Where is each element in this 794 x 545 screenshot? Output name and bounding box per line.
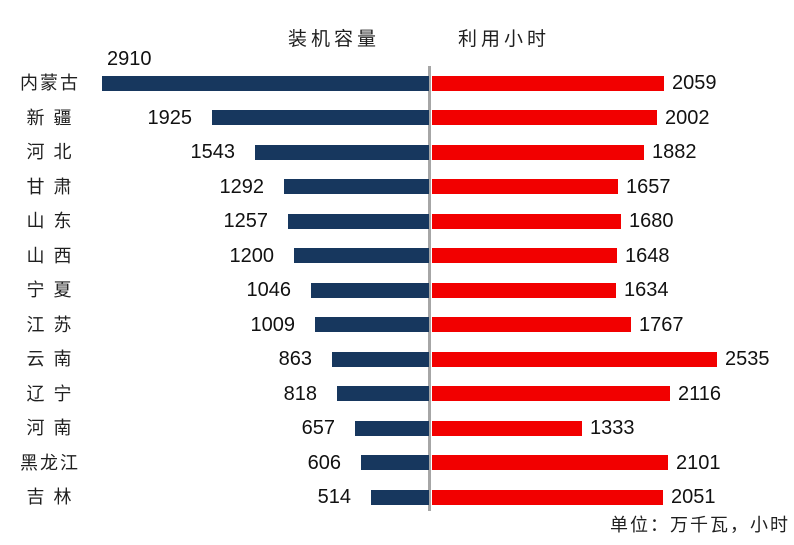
capacity-value: 863: [278, 348, 312, 370]
province-label: 宁 夏: [26, 280, 74, 300]
hours-bar: [432, 386, 670, 401]
capacity-bar: [288, 214, 429, 229]
capacity-value: 657: [301, 417, 335, 439]
hours-value: 2051: [671, 486, 716, 508]
province-label: 内蒙古: [20, 73, 80, 93]
capacity-value: 1200: [229, 245, 275, 267]
hours-value: 2116: [678, 383, 722, 405]
hours-bar: [432, 455, 668, 470]
capacity-bar: [255, 145, 429, 160]
series-title-hours: 利用小时: [458, 29, 551, 50]
capacity-value: 1292: [219, 176, 265, 198]
hours-value: 1648: [625, 245, 670, 267]
unit-note: 单位：万千瓦，小时: [610, 515, 790, 535]
capacity-bar: [371, 490, 429, 505]
hours-value: 2059: [672, 72, 717, 94]
province-label: 河 南: [26, 418, 74, 438]
hours-bar: [432, 421, 582, 436]
capacity-value: 1543: [190, 141, 236, 163]
hours-bar: [432, 490, 663, 505]
capacity-value: 2910: [107, 48, 152, 70]
hours-value: 2101: [676, 452, 721, 474]
province-label: 山 西: [26, 246, 74, 266]
hours-bar: [432, 110, 657, 125]
capacity-bar: [294, 248, 429, 263]
hours-bar: [432, 76, 664, 91]
hours-value: 1657: [626, 176, 671, 198]
hours-bar: [432, 352, 717, 367]
capacity-value: 1257: [223, 210, 269, 232]
capacity-bar: [212, 110, 429, 125]
capacity-bar: [337, 386, 429, 401]
hours-bar: [432, 179, 618, 194]
hours-bar: [432, 317, 631, 332]
hours-bar: [432, 283, 616, 298]
hours-value: 2002: [665, 107, 710, 129]
hours-value: 1634: [624, 279, 669, 301]
province-label: 辽 宁: [26, 384, 74, 404]
hours-value: 1333: [590, 417, 635, 439]
capacity-value: 1046: [246, 279, 292, 301]
hours-value: 1767: [639, 314, 684, 336]
province-label: 甘 肃: [26, 177, 74, 197]
hours-value: 2535: [725, 348, 770, 370]
hours-bar: [432, 214, 621, 229]
capacity-bar: [311, 283, 429, 298]
capacity-value: 818: [283, 383, 317, 405]
series-title-capacity: 装机容量: [288, 29, 381, 50]
hours-bar: [432, 145, 644, 160]
province-label: 吉 林: [26, 487, 74, 507]
capacity-bar: [355, 421, 429, 436]
province-label: 新 疆: [26, 108, 74, 128]
hours-value: 1882: [652, 141, 697, 163]
capacity-bar: [315, 317, 429, 332]
capacity-value: 606: [307, 452, 341, 474]
capacity-bar: [284, 179, 429, 194]
capacity-value: 1925: [147, 107, 193, 129]
province-label: 云 南: [26, 349, 74, 369]
hours-bar: [432, 248, 617, 263]
province-label: 河 北: [26, 142, 74, 162]
province-label: 黑龙江: [20, 453, 80, 473]
hours-value: 1680: [629, 210, 674, 232]
center-axis-line: [428, 66, 431, 511]
capacity-value: 1009: [250, 314, 296, 336]
capacity-value: 514: [317, 486, 351, 508]
capacity-bar: [361, 455, 429, 470]
province-label: 江 苏: [26, 315, 74, 335]
province-label: 山 东: [26, 211, 74, 231]
capacity-bar: [332, 352, 429, 367]
capacity-bar: [102, 76, 429, 91]
